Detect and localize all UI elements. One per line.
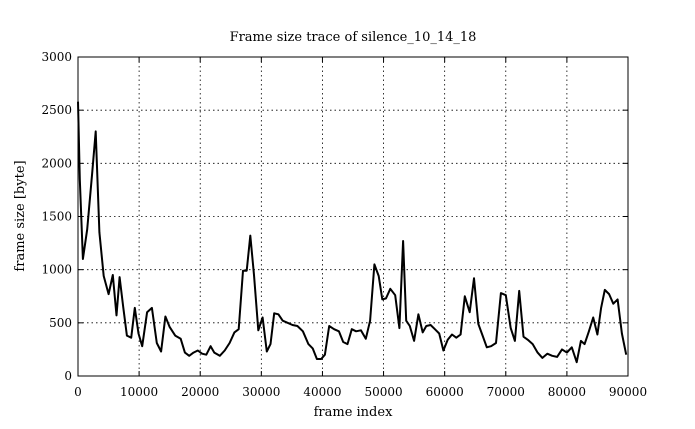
- frame-size-series-line: [77, 101, 628, 364]
- y-tick-label: 2000: [41, 156, 72, 170]
- x-tick-label: 30000: [242, 385, 280, 399]
- x-tick-label: 50000: [364, 385, 402, 399]
- x-tick-label: 0: [74, 385, 82, 399]
- y-tick-label: 1000: [41, 263, 72, 277]
- x-tick-labels: 0 10000 20000 30000 40000 50000 60000 70000 8000…: [74, 385, 647, 399]
- y-axis-label: frame size [byte]: [13, 160, 28, 271]
- y-tick-label: 0: [64, 369, 72, 383]
- x-tick-label: 20000: [181, 385, 219, 399]
- x-tick-label: 40000: [303, 385, 341, 399]
- y-tick-labels: 0 500 1000 1500 2000 2500 3000: [41, 50, 72, 383]
- x-tick-label: 10000: [120, 385, 158, 399]
- y-tick-label: 500: [49, 316, 72, 330]
- grid-lines: [78, 57, 628, 376]
- y-tick-label: 2500: [41, 103, 72, 117]
- x-axis-label: frame index: [314, 405, 393, 420]
- axis-ticks: [77, 56, 629, 377]
- x-tick-label: 70000: [487, 385, 525, 399]
- x-tick-label: 60000: [426, 385, 464, 399]
- x-tick-label: 80000: [548, 385, 586, 399]
- y-tick-label: 3000: [41, 50, 72, 64]
- chart-title: Frame size trace of silence_10_14_18: [230, 30, 477, 45]
- y-tick-label: 1500: [41, 210, 72, 224]
- x-tick-label: 90000: [609, 385, 647, 399]
